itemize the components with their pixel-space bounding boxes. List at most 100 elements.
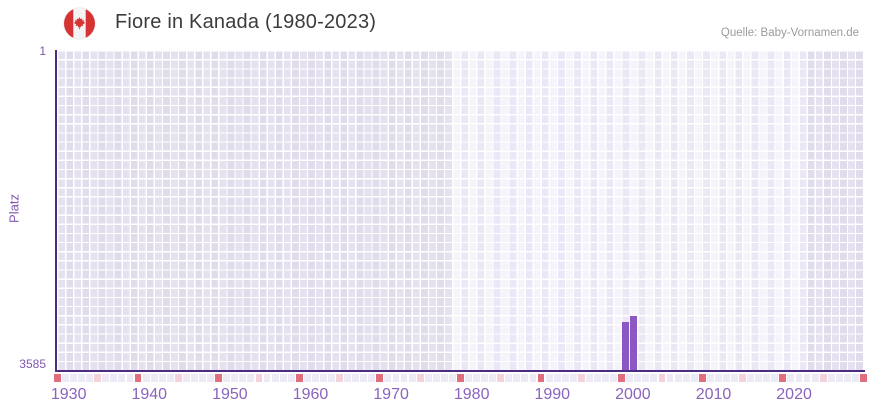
half-decade-tick-square (255, 373, 263, 382)
half-decade-tick-square (739, 373, 746, 382)
canada-flag-icon (64, 8, 95, 39)
decade-tick-square (54, 373, 61, 382)
year-tick-square (835, 373, 843, 382)
year-tick-square (642, 373, 650, 382)
year-tick-square (78, 373, 86, 382)
half-decade-tick-square (416, 373, 424, 382)
year-tick-square (247, 373, 255, 382)
year-tick-square (682, 373, 690, 382)
x-tick-1940: 1940 (131, 386, 168, 403)
year-tick-square (747, 373, 755, 382)
year-tick-square (368, 373, 376, 382)
year-tick-square (400, 373, 408, 382)
year-tick-square (166, 373, 174, 382)
year-tick-square (70, 373, 77, 382)
year-tick-square (142, 373, 150, 382)
year-tick-square (803, 373, 811, 382)
half-decade-tick-square (577, 373, 585, 382)
y-axis-label: Platz (6, 194, 22, 223)
year-tick-square (610, 373, 618, 382)
year-tick-square (62, 373, 69, 382)
year-tick-square (795, 373, 803, 382)
year-tick-square (102, 373, 110, 382)
year-tick-square (110, 373, 118, 382)
year-tick-square (126, 373, 134, 382)
year-tick-square (722, 373, 730, 382)
decade-tick-square (376, 373, 384, 382)
rank-bar-2000[interactable] (629, 315, 637, 370)
y-tick-top: 1 (39, 44, 46, 58)
year-tick-square (585, 373, 593, 382)
half-decade-tick-square (174, 373, 182, 382)
year-tick-square (545, 373, 553, 382)
decade-tick-square (698, 373, 706, 382)
year-tick-square (787, 373, 795, 382)
year-tick-square (344, 373, 352, 382)
year-tick-square (529, 373, 537, 382)
year-tick-square (352, 373, 360, 382)
year-tick-square (731, 373, 738, 382)
year-tick-square (207, 373, 215, 382)
x-tick-1980: 1980 (453, 386, 490, 403)
x-tick-2020: 2020 (776, 386, 812, 403)
year-tick-square (706, 373, 714, 382)
x-tick-1970: 1970 (373, 386, 409, 403)
year-tick-square (674, 373, 682, 382)
year-tick-square (561, 373, 569, 382)
year-tick-square (602, 373, 609, 382)
year-tick-square (440, 373, 448, 382)
year-tick-square (690, 373, 698, 382)
x-tick-1930: 1930 (50, 386, 87, 403)
year-tick-square (569, 373, 577, 382)
year-tick-square (650, 373, 658, 382)
year-tick-square (594, 373, 601, 382)
year-tick-square (287, 373, 295, 382)
x-tick-2000: 2000 (615, 386, 651, 403)
year-tick-square (239, 373, 247, 382)
year-tick-square (432, 373, 440, 382)
half-decade-tick-square (94, 373, 102, 382)
year-tick-square (505, 373, 513, 382)
year-tick-square (303, 373, 311, 382)
year-tick-square (521, 373, 529, 382)
year-tick-square (755, 373, 763, 382)
decade-tick-square (779, 373, 787, 382)
year-tick-square (473, 373, 480, 382)
decade-tick-square (134, 373, 142, 382)
year-tick-square (714, 373, 722, 382)
year-tick-square (811, 373, 819, 382)
year-tick-square (199, 373, 206, 382)
year-tick-square (448, 373, 456, 382)
canada-flag-svg (64, 8, 95, 39)
data-coverage-highlight-band (452, 50, 807, 370)
year-tick-square (263, 373, 271, 382)
year-tick-square (481, 373, 489, 382)
year-tick-square (328, 373, 335, 382)
year-tick-square (763, 373, 771, 382)
year-tick-square (384, 373, 392, 382)
year-tick-square (279, 373, 287, 382)
year-tick-square (319, 373, 327, 382)
decade-tick-square (618, 373, 626, 382)
decade-tick-square (215, 373, 223, 382)
year-tick-square (634, 373, 642, 382)
year-tick-square (118, 373, 126, 382)
year-tick-square (182, 373, 190, 382)
x-axis-line (55, 369, 865, 372)
y-axis-line (55, 50, 58, 372)
year-tick-square (424, 373, 432, 382)
rank-bar-1999[interactable] (621, 321, 629, 370)
x-tick-1990: 1990 (534, 386, 571, 403)
year-tick-square (150, 373, 158, 382)
y-tick-bottom: 3585 (19, 357, 46, 371)
year-tick-square (191, 373, 198, 382)
year-tick-square (553, 373, 561, 382)
chart-title: Fiore in Kanada (1980-2023) (115, 11, 377, 33)
year-tick-square (626, 373, 634, 382)
year-tick-square (851, 373, 859, 382)
year-tick-square (827, 373, 835, 382)
year-tick-square (311, 373, 319, 382)
source-credit: Quelle: Baby-Vornamen.de (720, 27, 859, 39)
year-tick-square (271, 373, 279, 382)
